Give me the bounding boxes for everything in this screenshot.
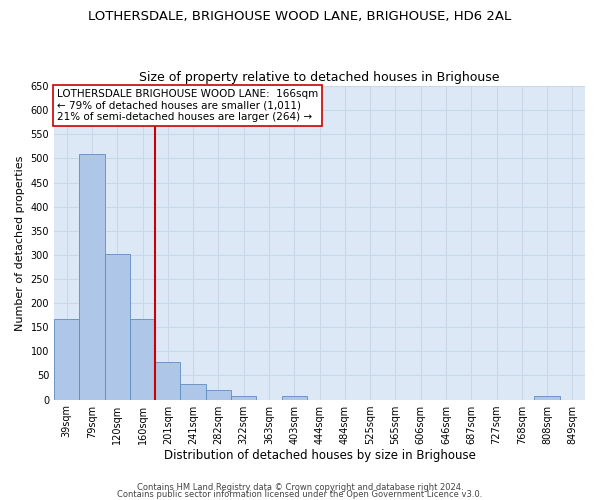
Text: LOTHERSDALE BRIGHOUSE WOOD LANE:  166sqm
← 79% of detached houses are smaller (1: LOTHERSDALE BRIGHOUSE WOOD LANE: 166sqm … — [57, 89, 318, 122]
Text: Contains public sector information licensed under the Open Government Licence v3: Contains public sector information licen… — [118, 490, 482, 499]
Bar — [79, 154, 104, 400]
Text: Contains HM Land Registry data © Crown copyright and database right 2024.: Contains HM Land Registry data © Crown c… — [137, 484, 463, 492]
Bar — [54, 318, 79, 400]
Bar — [206, 390, 231, 400]
Bar — [181, 384, 206, 400]
Bar — [155, 362, 181, 400]
X-axis label: Distribution of detached houses by size in Brighouse: Distribution of detached houses by size … — [164, 450, 475, 462]
Bar — [535, 396, 560, 400]
Bar — [231, 396, 256, 400]
Bar — [130, 318, 155, 400]
Bar — [104, 254, 130, 400]
Bar — [281, 396, 307, 400]
Text: LOTHERSDALE, BRIGHOUSE WOOD LANE, BRIGHOUSE, HD6 2AL: LOTHERSDALE, BRIGHOUSE WOOD LANE, BRIGHO… — [88, 10, 512, 23]
Y-axis label: Number of detached properties: Number of detached properties — [15, 155, 25, 330]
Title: Size of property relative to detached houses in Brighouse: Size of property relative to detached ho… — [139, 70, 500, 84]
